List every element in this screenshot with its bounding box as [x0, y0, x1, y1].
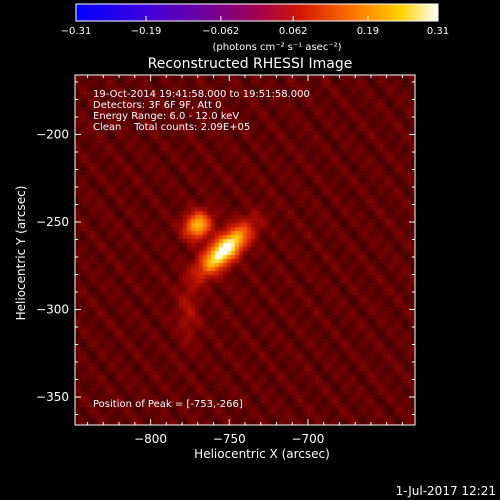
colorbar: −0.31 −0.19 −0.062 0.062 0.19 0.31 (photons c… [61, 3, 449, 53]
peak-position-label: Position of Peak = [-753,-266] [93, 399, 243, 410]
x-axis-label: Heliocentric X (arcsec) [194, 447, 330, 461]
colorbar-tick-label: 0.19 [357, 26, 379, 37]
x-tick-label: −700 [291, 432, 324, 446]
colorbar-gradient [76, 4, 438, 21]
plot-area: −800 −750 −700 −200 −250 −300 −350 [36, 74, 416, 446]
x-tick-label: −800 [134, 432, 167, 446]
heatmap-image [75, 75, 415, 425]
annotation-detectors: Detectors: 3F 6F 9F, Att 0 [93, 100, 221, 111]
annotation-block: 19-Oct-2014 19:41:58.000 to 19:51:58.000… [93, 89, 310, 133]
annotation-clean-counts: Clean Total counts: 2.09E+05 [93, 122, 250, 133]
axis-ticks: −800 −750 −700 −200 −250 −300 −350 [36, 75, 415, 446]
y-tick-label: −300 [36, 303, 69, 317]
y-tick-label: −250 [36, 215, 69, 229]
colorbar-tick-label: −0.19 [131, 26, 162, 37]
footer-date: 1-Jul-2017 12:21 [396, 484, 496, 498]
annotation-time-range: 19-Oct-2014 19:41:58.000 to 19:51:58.000 [93, 89, 310, 100]
colorbar-frame [75, 3, 439, 22]
y-tick-label: −350 [36, 390, 69, 404]
colorbar-tick-label: −0.062 [202, 26, 239, 37]
y-axis-label: Heliocentric Y (arcsec) [14, 186, 28, 321]
colorbar-tick-label: 0.062 [279, 26, 308, 37]
x-tick-label: −750 [213, 432, 246, 446]
colorbar-unit-label: (photons cm⁻² s⁻¹ asec⁻²) [212, 42, 341, 53]
colorbar-ticks: −0.31 −0.19 −0.062 0.062 0.19 0.31 [61, 16, 449, 37]
colorbar-tick-label: 0.31 [427, 26, 449, 37]
colorbar-tick-label: −0.31 [61, 26, 92, 37]
chart-title: Reconstructed RHESSI Image [148, 56, 353, 72]
y-tick-label: −200 [36, 128, 69, 142]
annotation-energy-range: Energy Range: 6.0 - 12.0 keV [93, 111, 239, 122]
